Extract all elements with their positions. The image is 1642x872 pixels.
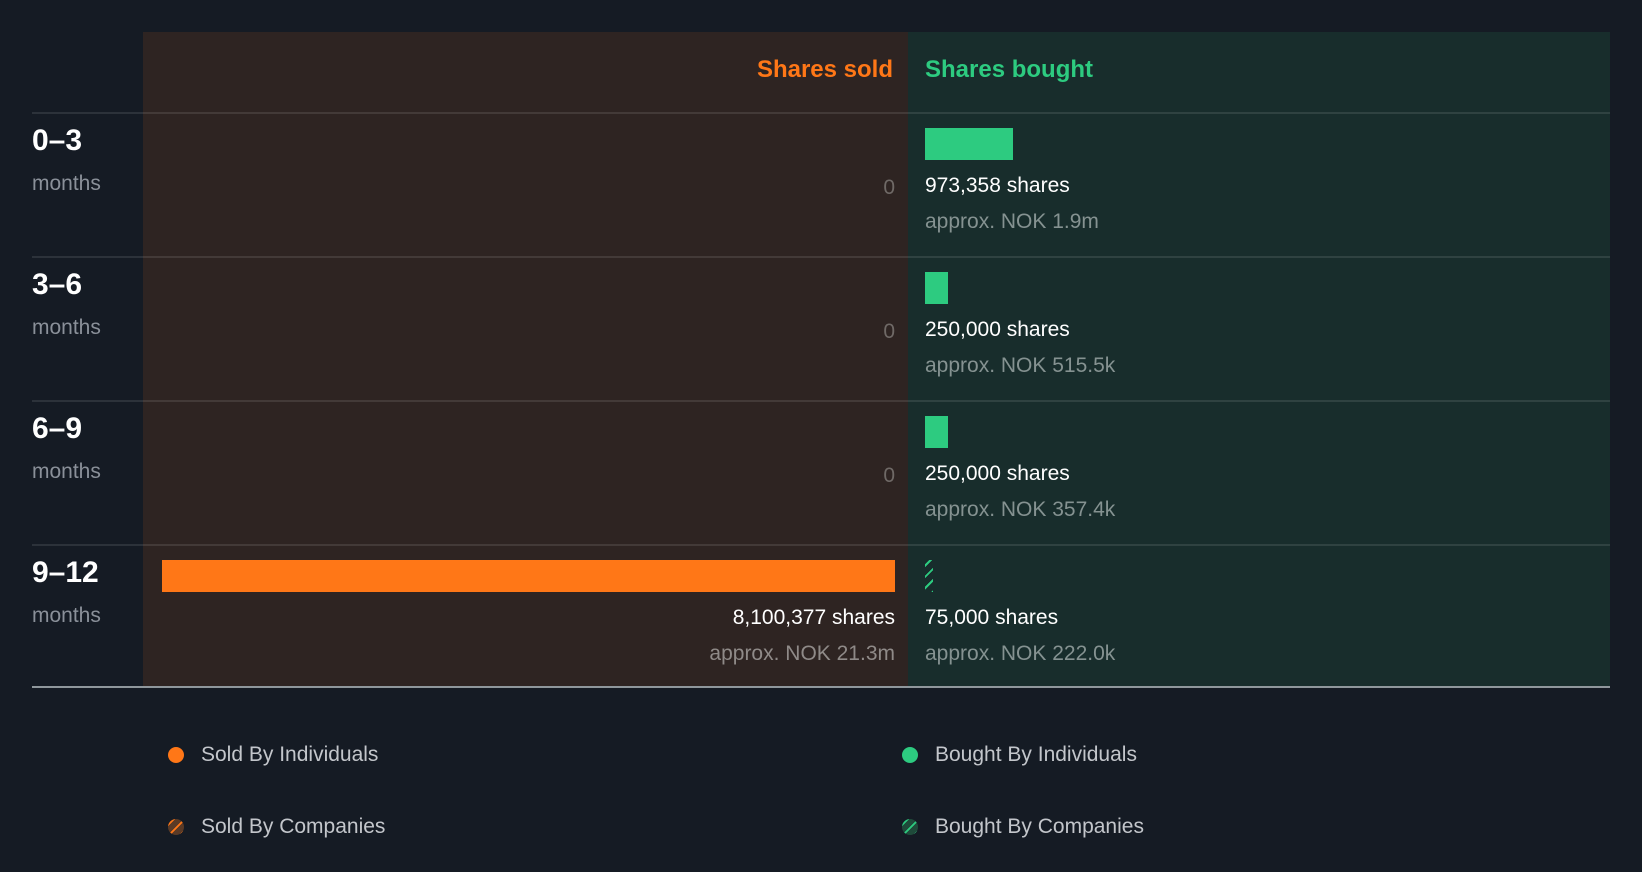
sold-zero-value: 0	[883, 320, 895, 343]
legend-label: Sold By Companies	[201, 815, 386, 838]
shares-bought-header: Shares bought	[925, 56, 1094, 83]
row-divider	[32, 112, 1610, 114]
bought-approx-value: approx. NOK 1.9m	[925, 210, 1099, 233]
sold-approx-value: approx. NOK 21.3m	[709, 642, 895, 665]
chart-baseline	[32, 686, 1610, 688]
bought-shares-value: 250,000 shares	[925, 462, 1070, 485]
bought-shares-value: 250,000 shares	[925, 318, 1070, 341]
row-divider	[32, 400, 1610, 402]
period-row-9-12: 9–12 months 8,100,377 shares approx. NOK…	[32, 544, 1610, 688]
green-hatched-dot-icon	[902, 819, 918, 835]
period-row-3-6: 3–6 months 0 250,000 shares approx. NOK …	[32, 256, 1610, 400]
period-unit: months	[32, 316, 101, 339]
bought-companies-bar[interactable]	[925, 560, 933, 592]
period-label: 6–9	[32, 412, 83, 445]
legend-sold-companies[interactable]: Sold By Companies	[168, 815, 385, 839]
orange-dot-icon	[168, 747, 184, 763]
bought-individuals-bar[interactable]	[925, 416, 948, 448]
sold-zero-value: 0	[883, 176, 895, 199]
legend-label: Bought By Individuals	[935, 743, 1137, 766]
bought-shares-value: 75,000 shares	[925, 606, 1059, 629]
period-unit: months	[32, 604, 101, 627]
sold-zero-value: 0	[883, 464, 895, 487]
bought-shares-value: 973,358 shares	[925, 174, 1070, 197]
bought-approx-value: approx. NOK 357.4k	[925, 498, 1116, 521]
shares-sold-header: Shares sold	[756, 56, 893, 83]
legend-bought-individuals[interactable]: Bought By Individuals	[902, 743, 1137, 767]
period-row-6-9: 6–9 months 0 250,000 shares approx. NOK …	[32, 400, 1610, 544]
period-unit: months	[32, 172, 101, 195]
row-divider	[32, 256, 1610, 258]
period-label: 9–12	[32, 556, 99, 589]
sold-individuals-bar[interactable]	[162, 560, 895, 592]
period-label: 3–6	[32, 268, 83, 301]
orange-hatched-dot-icon	[168, 819, 184, 835]
period-unit: months	[32, 460, 101, 483]
legend-sold-individuals[interactable]: Sold By Individuals	[168, 743, 378, 767]
shares-bought-panel	[908, 32, 1610, 687]
bought-approx-value: approx. NOK 222.0k	[925, 642, 1116, 665]
bought-individuals-bar[interactable]	[925, 272, 948, 304]
row-divider	[32, 544, 1610, 546]
legend-label: Bought By Companies	[935, 815, 1144, 838]
bought-approx-value: approx. NOK 515.5k	[925, 354, 1116, 377]
period-label: 0–3	[32, 124, 83, 157]
legend-label: Sold By Individuals	[201, 743, 379, 766]
green-dot-icon	[902, 747, 918, 763]
period-row-0-3: 0–3 months 0 973,358 shares approx. NOK …	[32, 112, 1610, 256]
sold-shares-value: 8,100,377 shares	[732, 606, 895, 629]
legend-bought-companies[interactable]: Bought By Companies	[902, 815, 1144, 839]
bought-individuals-bar[interactable]	[925, 128, 1013, 160]
